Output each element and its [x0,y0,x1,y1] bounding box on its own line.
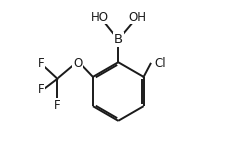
Text: F: F [37,57,44,70]
Text: OH: OH [128,11,146,24]
Text: HO: HO [90,11,108,24]
Text: F: F [37,83,44,96]
Text: O: O [73,57,82,70]
Text: B: B [113,33,122,46]
Text: Cl: Cl [154,57,165,70]
Text: F: F [54,99,61,112]
